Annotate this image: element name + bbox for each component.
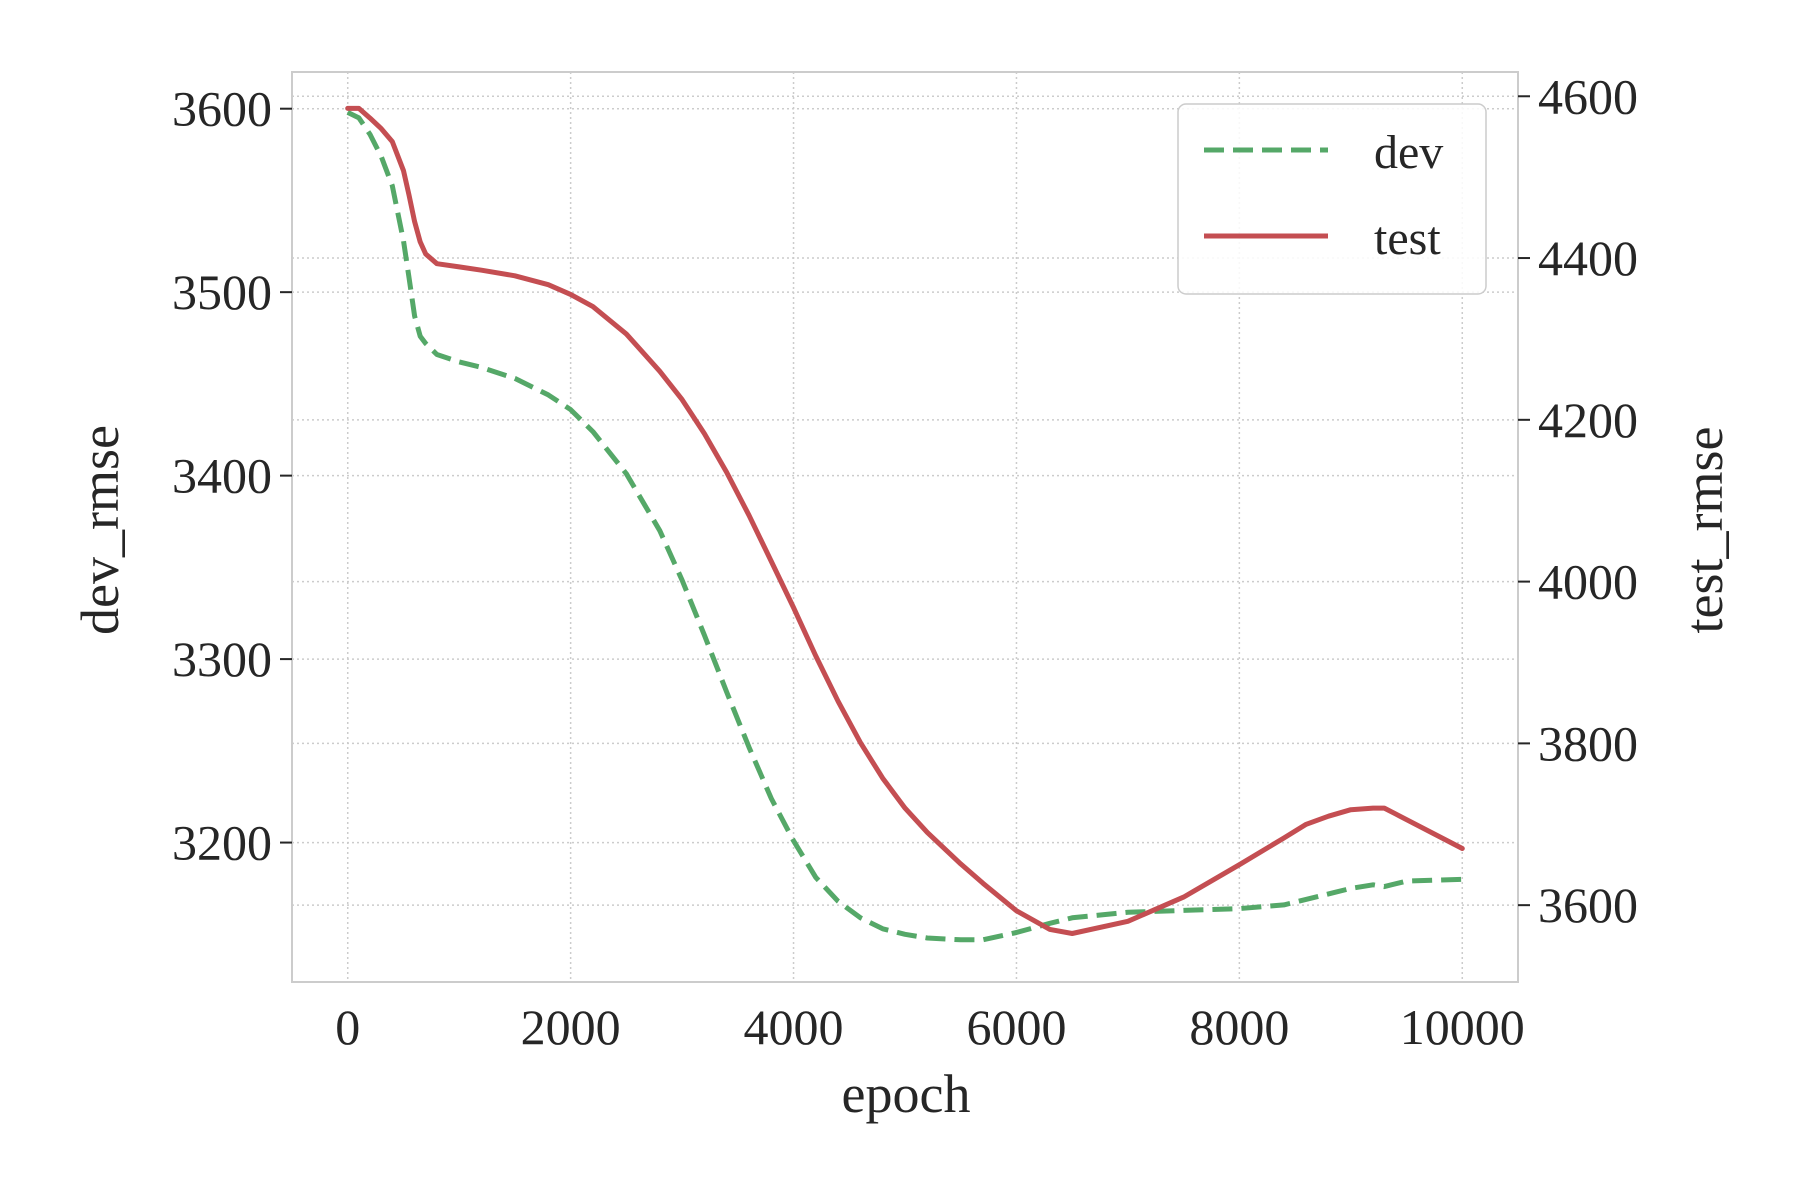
left-y-axis-title: dev_rmse: [70, 425, 130, 635]
x-tick-label: 0: [335, 999, 360, 1055]
x-tick-label: 2000: [521, 999, 621, 1055]
right-y-axis: 3600 3800 4000 4200 4400 4600: [1518, 68, 1638, 933]
x-axis-title: epoch: [842, 1064, 971, 1124]
x-tick-label: 6000: [966, 999, 1066, 1055]
left-y-tick-label: 3600: [172, 81, 272, 137]
legend-box: [1177, 103, 1487, 295]
x-tick-label: 4000: [744, 999, 844, 1055]
right-y-tick-label: 4000: [1538, 554, 1638, 610]
left-y-tick-label: 3200: [172, 815, 272, 871]
right-y-axis-title: test_rmse: [1674, 427, 1734, 634]
left-y-axis: 3200 3300 3400 3500 3600: [172, 81, 292, 871]
series-line-dev: [346, 110, 1463, 943]
left-y-tick-label: 3400: [172, 448, 272, 504]
x-axis: 0 2000 4000 6000 8000 10000: [335, 999, 1525, 1055]
x-tick-label: 10000: [1400, 999, 1525, 1055]
right-y-tick-label: 4400: [1538, 230, 1638, 286]
right-y-tick-label: 3600: [1538, 877, 1638, 933]
right-y-tick-label: 3800: [1538, 715, 1638, 771]
series-lines: [345, 105, 1465, 943]
left-y-tick-label: 3300: [172, 631, 272, 687]
left-y-tick-label: 3500: [172, 264, 272, 320]
legend: dev test: [1177, 103, 1487, 295]
legend-label-test: test: [1374, 212, 1441, 265]
right-y-tick-label: 4200: [1538, 392, 1638, 448]
series-line-test: [345, 105, 1465, 936]
legend-label-dev: dev: [1374, 126, 1443, 179]
plot-area-frame: [291, 71, 1519, 983]
right-y-tick-label: 4600: [1538, 68, 1638, 124]
x-tick-label: 8000: [1189, 999, 1289, 1055]
